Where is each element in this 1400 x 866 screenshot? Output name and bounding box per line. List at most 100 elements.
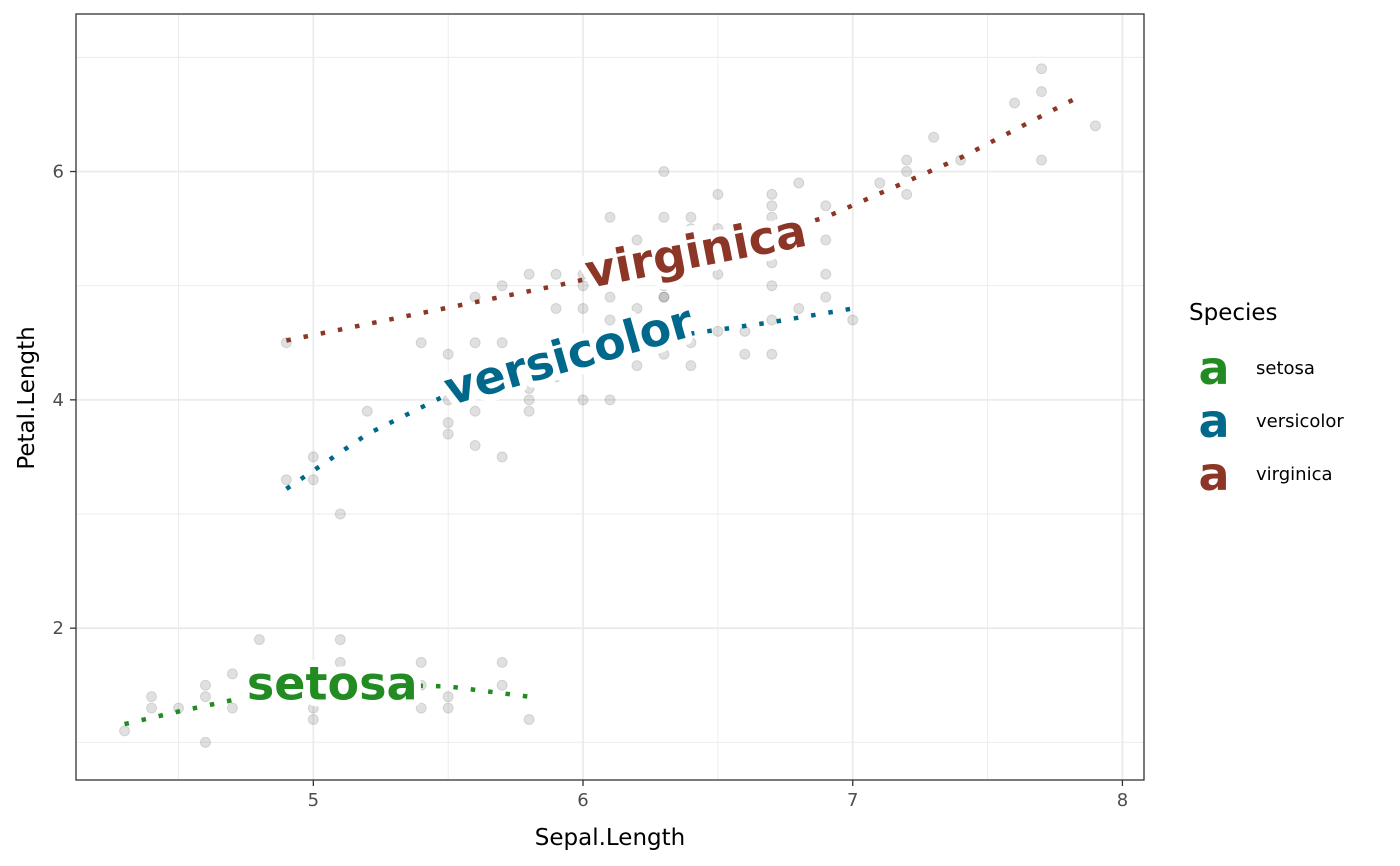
data-point: [469, 405, 481, 417]
data-point: [361, 405, 373, 417]
data-point: [820, 291, 832, 303]
data-point: [604, 325, 616, 337]
data-point: [793, 303, 805, 315]
data-point: [361, 691, 373, 703]
y-tick-label: 4: [53, 390, 64, 411]
legend-label-setosa: setosa: [1256, 358, 1315, 379]
data-point: [577, 268, 589, 280]
data-point: [604, 291, 616, 303]
data-point: [334, 656, 346, 668]
data-point: [577, 394, 589, 406]
legend-title: Species: [1189, 300, 1278, 326]
data-point: [253, 634, 265, 646]
data-point: [1089, 120, 1101, 132]
data-point: [469, 337, 481, 349]
data-point: [874, 177, 886, 189]
data-point: [604, 211, 616, 223]
x-tick-label: 7: [847, 790, 858, 811]
data-point: [901, 188, 913, 200]
legend-key-versicolor: a: [1198, 394, 1229, 448]
data-point: [442, 394, 454, 406]
data-point: [658, 314, 670, 326]
data-point: [307, 451, 319, 463]
data-point: [712, 268, 724, 280]
data-point: [658, 291, 670, 303]
data-point: [523, 713, 535, 725]
data-point: [496, 337, 508, 349]
data-point: [1036, 154, 1048, 166]
data-point: [307, 668, 319, 680]
data-point: [307, 474, 319, 486]
y-tick-label: 2: [53, 618, 64, 639]
curve-label-knockout: setosa: [247, 657, 418, 711]
data-point: [793, 177, 805, 189]
data-point: [685, 223, 697, 235]
grid: [76, 14, 1144, 780]
data-point: [604, 394, 616, 406]
data-point: [577, 337, 589, 349]
data-point: [334, 508, 346, 520]
data-point: [415, 656, 427, 668]
data-point: [442, 691, 454, 703]
x-axis-title: Sepal.Length: [535, 825, 685, 851]
data-point: [901, 166, 913, 178]
data-point: [550, 371, 562, 383]
data-point: [658, 291, 670, 303]
data-point: [631, 303, 643, 315]
y-axis-title: Petal.Length: [14, 326, 40, 469]
plot-background: [76, 14, 1144, 780]
data-point: [307, 713, 319, 725]
data-point: [280, 679, 292, 691]
curves: [123, 93, 1084, 727]
data-point: [766, 280, 778, 292]
data-point: [1036, 63, 1048, 75]
ticks: 5 6 7 8 2 4 6: [53, 162, 1129, 811]
data-point: [280, 691, 292, 703]
data-point: [388, 679, 400, 691]
data-point: [496, 679, 508, 691]
data-point: [685, 360, 697, 372]
data-point: [146, 691, 158, 703]
data-point: [685, 245, 697, 257]
data-point: [1036, 86, 1048, 98]
data-point: [766, 257, 778, 269]
data-point: [658, 166, 670, 178]
curve-setosa: [123, 682, 530, 727]
plot-border: [75, 13, 1145, 781]
data-point: [415, 702, 427, 714]
data-point: [280, 474, 292, 486]
data-point: [523, 382, 535, 394]
legend-label-virginica: virginica: [1256, 464, 1333, 485]
data-point: [685, 211, 697, 223]
data-point: [1009, 97, 1021, 109]
data-point: [415, 337, 427, 349]
data-point: [226, 702, 238, 714]
data-point: [928, 131, 940, 143]
data-point: [577, 303, 589, 315]
data-point: [496, 451, 508, 463]
data-point: [820, 200, 832, 212]
data-point: [496, 280, 508, 292]
data-point: [226, 668, 238, 680]
data-point: [739, 348, 751, 360]
data-point: [658, 280, 670, 292]
data-point: [847, 314, 859, 326]
data-point: [307, 702, 319, 714]
data-point: [820, 268, 832, 280]
points: [119, 63, 1101, 748]
data-point: [631, 360, 643, 372]
data-point: [199, 679, 211, 691]
data-point: [712, 257, 724, 269]
data-point: [199, 736, 211, 748]
legend-label-versicolor: versicolor: [1256, 411, 1344, 432]
data-point: [442, 702, 454, 714]
data-point: [442, 417, 454, 429]
data-point: [469, 440, 481, 452]
data-point: [496, 382, 508, 394]
x-tick-label: 5: [308, 790, 319, 811]
data-point: [334, 691, 346, 703]
data-point: [199, 691, 211, 703]
data-point: [658, 348, 670, 360]
data-point: [658, 211, 670, 223]
